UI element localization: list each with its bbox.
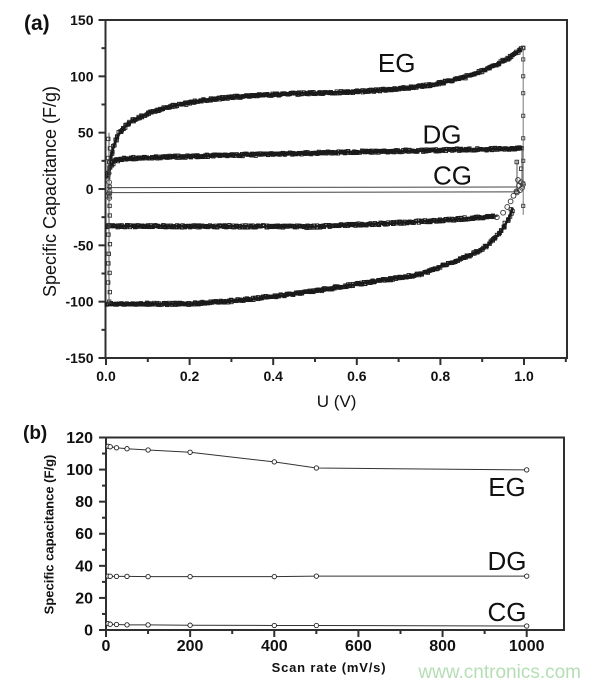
svg-text:-150: -150 [65,350,93,366]
svg-text:0.2: 0.2 [180,368,200,384]
svg-text:80: 80 [75,494,93,511]
svg-text:CG: CG [488,597,527,627]
svg-text:100: 100 [66,462,93,479]
svg-text:DG: DG [488,546,527,576]
svg-text:EG: EG [488,472,526,502]
svg-text:EG: EG [378,48,416,78]
svg-text:40: 40 [75,558,93,575]
svg-text:0.0: 0.0 [96,368,116,384]
svg-text:DG: DG [423,120,462,150]
svg-text:CG: CG [433,161,472,191]
svg-text:Specific Capacitance (F/g): Specific Capacitance (F/g) [40,86,60,297]
svg-text:(b): (b) [23,423,47,444]
svg-text:20: 20 [75,590,93,607]
svg-text:100: 100 [70,68,94,84]
svg-text:0.6: 0.6 [347,368,367,384]
svg-text:200: 200 [177,638,204,655]
svg-text:150: 150 [70,12,94,28]
svg-text:-100: -100 [65,294,93,310]
svg-text:0: 0 [84,623,93,640]
svg-text:400: 400 [261,638,288,655]
svg-text:120: 120 [66,430,93,447]
svg-text:U (V): U (V) [317,392,357,411]
svg-text:1.0: 1.0 [514,368,534,384]
svg-text:1000: 1000 [509,638,545,655]
svg-text:50: 50 [78,125,94,141]
svg-text:-50: -50 [73,237,93,253]
svg-text:Scan rate (mV/s): Scan rate (mV/s) [272,660,387,675]
svg-text:60: 60 [75,526,93,543]
svg-text:0: 0 [86,181,94,197]
svg-text:0: 0 [102,638,111,655]
svg-text:Specific capacitance (F/g): Specific capacitance (F/g) [42,455,57,615]
svg-text:www.cntronics.com: www.cntronics.com [417,662,581,683]
svg-text:(a): (a) [24,12,50,35]
svg-text:0.4: 0.4 [263,368,283,384]
svg-text:800: 800 [429,638,456,655]
svg-text:0.8: 0.8 [431,368,451,384]
svg-text:600: 600 [345,638,372,655]
